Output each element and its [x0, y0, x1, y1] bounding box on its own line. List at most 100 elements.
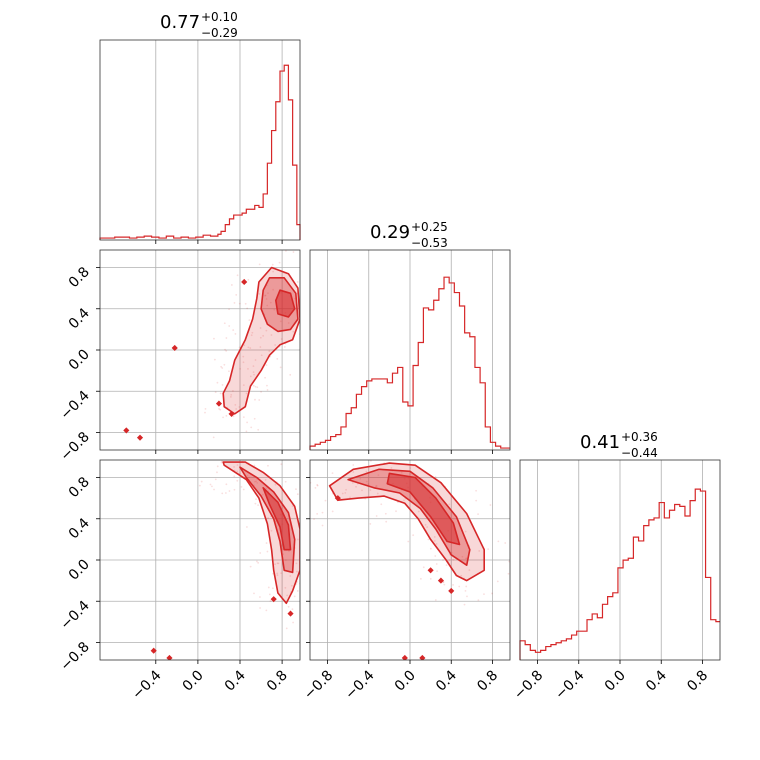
- scatter-sample: [259, 327, 262, 329]
- x-tick-label: −0.8: [511, 668, 546, 703]
- histogram-title-minus: −0.53: [411, 236, 448, 250]
- scatter-sample: [367, 483, 370, 485]
- scatter-sample: [257, 561, 260, 564]
- scatter-sample: [259, 607, 261, 609]
- scatter-sample: [508, 560, 510, 563]
- scatter-sample: [287, 605, 290, 608]
- scatter-sample: [232, 390, 234, 392]
- scatter-sample: [305, 532, 307, 534]
- scatter-sample: [464, 530, 467, 533]
- scatter-sample: [249, 347, 252, 349]
- scatter-sample: [220, 461, 223, 464]
- scatter-sample: [313, 518, 315, 521]
- scatter-sample: [429, 547, 432, 550]
- scatter-sample: [407, 540, 410, 543]
- scatter-sample: [458, 585, 461, 588]
- scatter-sample: [450, 551, 453, 554]
- scatter-sample: [424, 523, 427, 526]
- scatter-sample: [208, 455, 210, 457]
- scatter-sample: [254, 359, 257, 361]
- scatter-sample: [267, 517, 270, 519]
- scatter-sample: [223, 363, 226, 366]
- scatter-sample: [229, 395, 232, 398]
- contour-panel-2-1: [309, 452, 511, 661]
- scatter-sample: [445, 564, 448, 567]
- scatter-sample: [236, 464, 239, 466]
- scatter-sample: [213, 452, 215, 454]
- y-tick-label: 0.4: [66, 305, 93, 332]
- scatter-sample: [296, 493, 299, 496]
- scatter-sample: [274, 483, 277, 486]
- scatter-sample: [463, 603, 466, 606]
- scatter-sample: [465, 557, 468, 560]
- scatter-sample: [448, 559, 451, 561]
- scatter-sample: [460, 574, 463, 577]
- scatter-sample: [260, 390, 262, 393]
- scatter-sample: [270, 529, 273, 532]
- scatter-sample: [452, 584, 454, 586]
- scatter-sample: [265, 487, 268, 490]
- scatter-sample: [507, 572, 510, 575]
- scatter-sample: [198, 484, 201, 487]
- scatter-sample: [234, 403, 237, 406]
- scatter-sample: [475, 489, 477, 492]
- scatter-sample: [267, 464, 269, 467]
- scatter-sample: [468, 569, 471, 572]
- scatter-sample: [283, 346, 286, 348]
- scatter-sample: [249, 375, 252, 378]
- scatter-sample: [280, 338, 283, 340]
- scatter-sample: [292, 330, 295, 333]
- scatter-sample: [375, 484, 378, 487]
- scatter-sample: [242, 488, 245, 491]
- scatter-sample: [314, 486, 317, 489]
- scatter-sample: [254, 480, 256, 483]
- scatter-sample: [302, 550, 304, 552]
- scatter-sample: [239, 367, 242, 370]
- histogram-title-plus: +0.10: [201, 10, 238, 24]
- scatter-sample: [291, 505, 294, 508]
- scatter-sample: [238, 406, 241, 408]
- scatter-sample: [219, 392, 222, 395]
- scatter-sample: [341, 492, 344, 495]
- scatter-sample: [230, 284, 233, 286]
- scatter-sample: [204, 411, 206, 414]
- scatter-sample: [278, 261, 281, 264]
- scatter-sample: [259, 596, 261, 598]
- scatter-sample: [252, 365, 255, 368]
- scatter-sample: [268, 593, 271, 596]
- scatter-sample: [352, 471, 355, 473]
- scatter-sample: [276, 562, 279, 565]
- x-tick-label: −0.4: [552, 667, 587, 702]
- scatter-sample: [374, 485, 377, 488]
- scatter-sample: [349, 496, 351, 499]
- scatter-sample: [434, 476, 437, 478]
- scatter-sample: [241, 453, 243, 455]
- scatter-sample: [293, 595, 296, 598]
- scatter-sample: [224, 348, 226, 351]
- scatter-sample: [390, 467, 393, 469]
- scatter-sample: [365, 480, 368, 483]
- scatter-sample: [497, 540, 500, 543]
- scatter-sample: [279, 320, 282, 323]
- scatter-sample: [281, 548, 284, 551]
- scatter-sample: [260, 354, 263, 357]
- contour-level-0: [222, 461, 300, 605]
- scatter-sample: [369, 523, 372, 525]
- scatter-sample: [248, 476, 251, 479]
- scatter-sample: [292, 621, 295, 624]
- scatter-sample: [331, 510, 334, 513]
- scatter-sample: [221, 460, 223, 463]
- histogram-step: [99, 64, 301, 240]
- scatter-sample: [415, 452, 417, 454]
- scatter-sample: [269, 600, 272, 602]
- x-tick-label: 0.0: [180, 668, 207, 695]
- scatter-sample: [267, 586, 270, 589]
- scatter-sample: [286, 594, 289, 597]
- scatter-sample: [280, 572, 283, 575]
- scatter-sample: [259, 336, 262, 339]
- scatter-sample: [249, 565, 252, 568]
- scatter-sample: [377, 474, 380, 477]
- scatter-sample: [266, 389, 269, 391]
- scatter-sample: [287, 322, 290, 324]
